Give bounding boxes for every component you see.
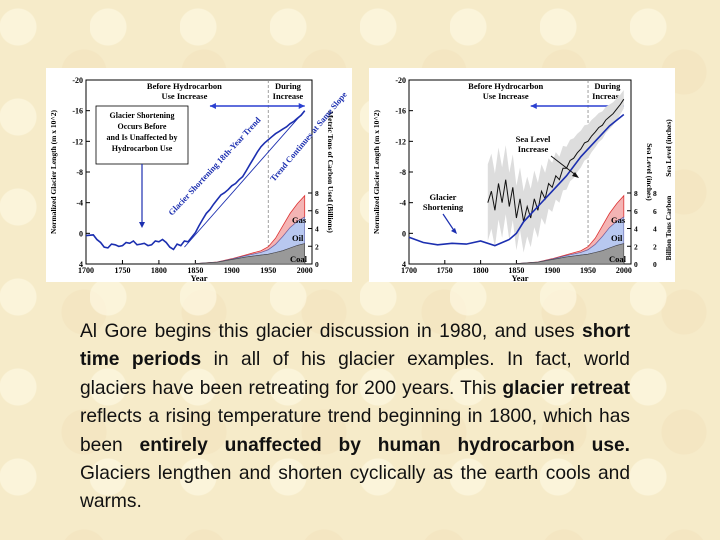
x-tick-label: 2000	[616, 266, 632, 275]
x-tick-label: 1850	[187, 266, 203, 275]
glacier-arrow-head	[451, 228, 457, 234]
y-tick-label: -12	[72, 137, 83, 146]
caption-paragraph: Al Gore begins this glacier discussion i…	[80, 318, 630, 517]
label-sea-2: Increase	[518, 144, 549, 154]
chart-right: -20 -16 -12 -8 -4 0 4 1700 1750 1800 1850 1900 1950 2…	[369, 68, 675, 282]
y-tick-label: -16	[72, 107, 83, 116]
y2-sea-axis-label: Sea Level (inches)	[664, 119, 673, 177]
area-coal	[516, 243, 625, 265]
y-axis-label: Normalized Glacier Length (m x 10^2)	[372, 110, 381, 234]
label-oil: Oil	[292, 233, 304, 243]
era-arrow-head-right	[298, 103, 305, 109]
y3-tick-label: 0	[653, 260, 657, 269]
chart-left: -20 -16 -12 -8 -4 0 4 1700 1750 1800 1850 1900 1950 2…	[46, 68, 352, 282]
y-tick-label: -20	[395, 76, 406, 85]
y2-tick-label: 4	[315, 225, 319, 234]
y2-axis-label: Metric Tons of Carbon Used (Billions)	[326, 111, 335, 233]
y-tick-label: 4	[79, 260, 83, 269]
y-tick-label: 0	[402, 229, 406, 238]
label-coal: Coal	[290, 254, 308, 264]
y2-tick-label: 8	[315, 189, 319, 198]
caption-bold-3: entirely unaffected by human hydrocarbon…	[139, 434, 631, 456]
x-tick-label: 1950	[580, 266, 596, 275]
y-tick-label: -8	[76, 168, 83, 177]
label-oil: Oil	[611, 233, 623, 243]
label-glacier-1: Glacier	[430, 192, 457, 202]
caption-text-3: reflects a rising temperature trend begi…	[80, 406, 630, 456]
y-tick-label: -4	[76, 199, 83, 208]
label-during-2: Increase	[273, 91, 304, 101]
box-line: and Is Unaffected by	[107, 133, 178, 142]
y3-tick-label: 2	[653, 242, 657, 251]
y-tick-label: -20	[72, 76, 83, 85]
caption-bold-2: glacier retreat	[502, 377, 630, 399]
label-during-1: During	[594, 81, 621, 91]
label-before-1: Before Hydrocarbon	[147, 81, 222, 91]
y-axis-label: Normalized Glacier Length (m x 10^2)	[49, 110, 58, 234]
y-tick-label: 0	[79, 229, 83, 238]
label-before-2: Use Increase	[161, 91, 207, 101]
label-during-2: Increase	[592, 91, 623, 101]
y3-tick-label: 8	[653, 189, 657, 198]
sea-arrow	[550, 155, 578, 177]
y2-tick-label: 2	[315, 242, 319, 251]
box-line: Occurs Before	[118, 122, 167, 131]
x-tick-label: 2000	[297, 266, 313, 275]
trend-line	[184, 110, 306, 248]
y2-axis-label: Sea Level (inches)	[645, 143, 654, 201]
x-tick-label: 1950	[260, 266, 276, 275]
y2-tick-label: 0	[315, 260, 319, 269]
era-arrow-head-left	[530, 103, 537, 109]
y-tick-label: -4	[399, 199, 406, 208]
caption-bold-1: short time periods	[80, 321, 630, 371]
y3-tick-label: 4	[653, 225, 657, 234]
y2-tick-label: 6	[634, 207, 638, 216]
x-axis-label: Year	[512, 273, 529, 282]
box-arrow-head	[139, 222, 145, 228]
label-glacier-2: Shortening	[423, 202, 464, 212]
label-gas: Gas	[292, 215, 307, 225]
x-tick-label: 1800	[151, 266, 167, 275]
y-tick-label: -8	[399, 168, 406, 177]
caption-text-1: Al Gore begins this glacier discussion i…	[80, 321, 583, 342]
box-line: Glacier Shortening	[110, 111, 175, 120]
caption-text-2: in all of his glacier examples. In fact,…	[80, 349, 630, 399]
x-tick-label: 1700	[78, 266, 94, 275]
label-sea-1: Sea Level	[516, 134, 551, 144]
series-glacier-line	[408, 113, 625, 247]
sea-arrow-head	[572, 172, 579, 178]
x-axis-label: Year	[191, 273, 208, 282]
series-sea-level-line	[487, 98, 625, 222]
y2-tick-label: 6	[315, 207, 319, 216]
x-tick-label: 1900	[544, 266, 560, 275]
x-tick-label: 1750	[437, 266, 453, 275]
y2-tick-label: 2	[634, 242, 638, 251]
era-arrow-head-left	[209, 103, 216, 109]
y3-tick-label: 6	[653, 207, 657, 216]
area-coal	[195, 243, 305, 265]
y2-tick-label: 8	[634, 189, 638, 198]
label-during-1: During	[275, 81, 302, 91]
label-before-2: Use Increase	[483, 91, 529, 101]
y2-tick-label: 4	[634, 225, 638, 234]
caption-text-4: Glaciers lengthen and shorten cyclically…	[80, 463, 630, 513]
y2-tick-label: 0	[634, 260, 638, 269]
label-coal: Coal	[609, 254, 627, 264]
x-tick-label: 1800	[473, 266, 489, 275]
y3-axis-label: Billion Tons Carbon	[664, 195, 673, 260]
y-tick-label: -12	[395, 137, 406, 146]
y-tick-label: 4	[402, 260, 406, 269]
x-tick-label: 1750	[114, 266, 130, 275]
x-tick-label: 1900	[224, 266, 240, 275]
x-tick-label: 1700	[401, 266, 417, 275]
glacier-arrow	[442, 213, 456, 233]
label-gas: Gas	[611, 215, 626, 225]
label-before-1: Before Hydrocarbon	[468, 81, 543, 91]
y-tick-label: -16	[395, 107, 406, 116]
series-glacier-line	[85, 110, 306, 251]
box-line: Hydrocarbon Use	[112, 144, 173, 153]
x-tick-label: 1850	[508, 266, 524, 275]
